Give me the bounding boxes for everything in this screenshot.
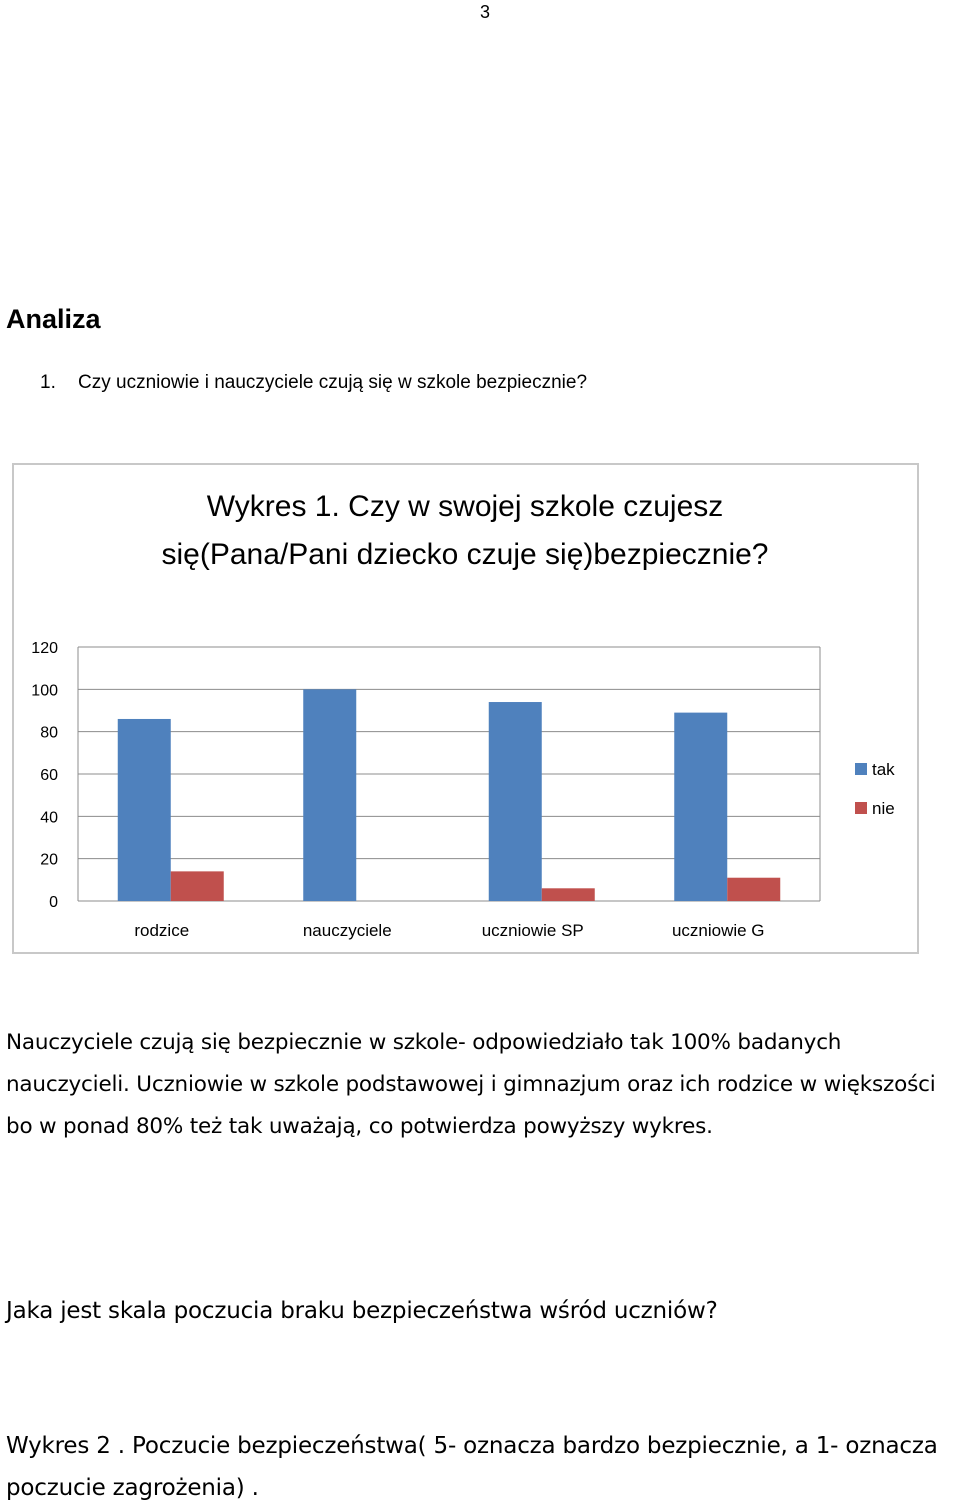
x-tick-label: rodzice [134, 921, 189, 940]
figure-2-caption: Wykres 2 . Poczucie bezpieczeństwa( 5- o… [6, 1433, 938, 1501]
legend-label-nie: nie [872, 799, 895, 818]
legend-swatch-tak [855, 763, 867, 775]
question-1: 1. Czy uczniowie i nauczyciele czują się … [40, 372, 587, 394]
y-tick-label: 80 [40, 725, 58, 742]
chart-frame [12, 463, 919, 954]
legend-label-tak: tak [872, 760, 895, 779]
chart-bars [117, 689, 781, 901]
y-tick-label: 120 [31, 640, 58, 657]
analysis-paragraph: Nauczyciele czują się bezpiecznie w szko… [6, 1030, 936, 1139]
bar-nie-uczniowie-G [727, 877, 781, 901]
bar-nie-rodzice [170, 871, 224, 901]
question-1-text: Czy uczniowie i nauczyciele czują się w … [78, 372, 588, 393]
bar-tak-uczniowie-SP [488, 702, 542, 901]
bar-tak-nauczyciele [303, 689, 357, 901]
bar-nie-uczniowie-SP [541, 888, 595, 901]
legend-swatch-nie [855, 802, 867, 814]
x-tick-label: uczniowie SP [482, 921, 584, 940]
x-tick-label: nauczyciele [303, 921, 392, 940]
y-tick-label: 100 [31, 682, 58, 699]
y-tick-label: 20 [40, 852, 58, 869]
x-tick-label: uczniowie G [672, 921, 765, 940]
chart-title: Wykres 1. Czy w swojej szkole czujesz si… [161, 490, 769, 571]
y-tick-label: 60 [40, 767, 58, 784]
chart-legend: tak nie [855, 760, 895, 818]
y-tick-label: 0 [49, 894, 58, 911]
y-tick-label: 40 [40, 809, 58, 826]
bar-tak-rodzice [117, 718, 171, 901]
page-number: 3 [480, 2, 491, 22]
question-1-number: 1. [40, 372, 56, 393]
chart-y-axis: 0 20 40 60 80 100 120 [31, 640, 58, 911]
question-2: Jaka jest skala poczucia braku bezpiecze… [6, 1298, 718, 1324]
chart-x-axis: rodzice nauczyciele uczniowie SP uczniowie … [134, 921, 764, 940]
bar-tak-uczniowie-G [674, 712, 728, 901]
section-heading: Analiza [6, 304, 101, 334]
